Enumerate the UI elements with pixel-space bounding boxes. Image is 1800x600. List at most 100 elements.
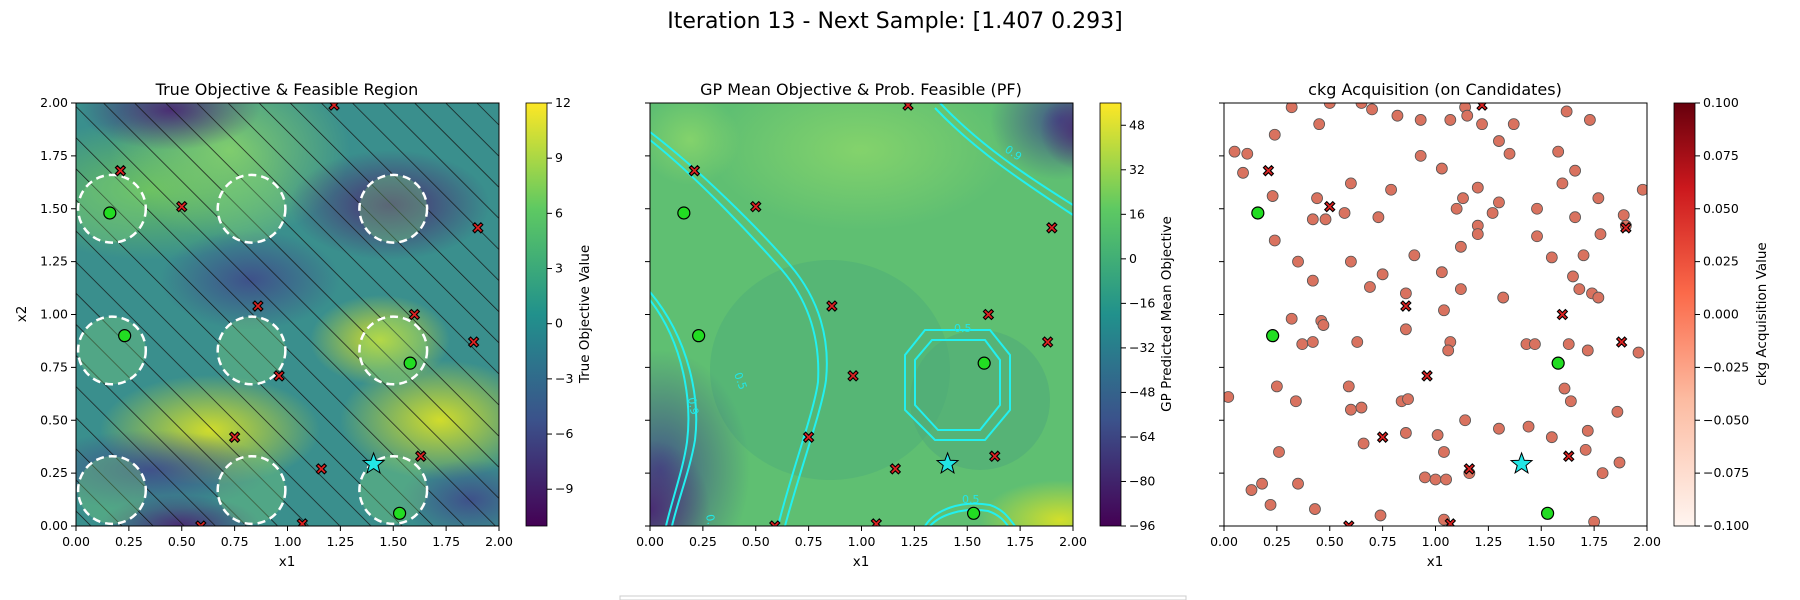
infeasible-sample-point (1323, 200, 1336, 213)
candidate-point (1594, 228, 1607, 241)
colorbar-tick-label: −32 (1129, 340, 1155, 355)
y-tick-label: 1.75 (40, 148, 68, 163)
x-tick-label: 1.00 (1422, 534, 1450, 549)
feasible-sample-point (1251, 206, 1265, 220)
colorbar-tick-label: 9 (555, 150, 563, 165)
x-tick-label: 0.50 (742, 534, 770, 549)
feasible-region-fill (359, 456, 428, 524)
candidate-point (1309, 503, 1321, 515)
figure-title: Iteration 13 - Next Sample: [1.407 0.293… (667, 9, 1123, 34)
colorbar-tick-label: −9 (555, 481, 573, 496)
colorbar-tick-label: 32 (1129, 162, 1145, 177)
infeasible-sample-point (408, 308, 421, 321)
panel-1-ylabel: x2 (14, 306, 30, 323)
candidate-point (1292, 477, 1304, 490)
panel-gp-mean: GP Mean Objective & Prob. Feasible (PF) (636, 80, 1175, 570)
next-sample-star (361, 451, 386, 475)
candidate-point (1438, 304, 1450, 317)
infeasible-sample-point (1620, 222, 1632, 234)
candidate-point (1522, 420, 1535, 433)
candidate-point (1444, 114, 1457, 126)
colorbar-tick-label: 0 (555, 316, 563, 331)
candidate-point (1529, 338, 1541, 351)
candidate-point (1556, 177, 1569, 190)
infeasible-sample-point (175, 200, 188, 213)
infeasible-sample-point (802, 431, 815, 443)
x-tick-label: 1.00 (848, 534, 876, 549)
feasible-sample-point (1266, 329, 1280, 343)
feasible-region-circle (216, 315, 287, 386)
candidate-point (1385, 183, 1397, 196)
feasible-region-circle (358, 173, 429, 244)
candidate-point (1224, 391, 1235, 403)
x-tick-label: 1.75 (1580, 534, 1608, 549)
candidate-point (1237, 166, 1249, 179)
x-tick-label: 0.50 (168, 534, 196, 549)
candidate-point (1507, 118, 1520, 131)
x-tick-label: 1.75 (432, 534, 460, 549)
panel-2-axes: 0.00 0.25 0.50 0.75 1.00 1.25 1.50 1.75 2.00 (636, 102, 1087, 549)
candidate-point (1435, 162, 1448, 175)
candidate-point (1454, 283, 1467, 296)
candidate-point (1345, 177, 1357, 190)
pf-contour-labels: 0.9 0.5 0.9 0.5 0.5 0. (685, 143, 1024, 526)
feasible-region-circle (216, 454, 287, 526)
y-tick-label: 0.00 (40, 518, 68, 533)
candidate-point (1285, 103, 1298, 114)
candidate-point (1552, 145, 1565, 158)
colorbar-tick-label: 3 (555, 261, 563, 276)
colorbar-tick-label: 0 (1129, 251, 1137, 266)
candidate-point (1497, 291, 1510, 304)
colorbar-tick-label: 6 (555, 205, 563, 220)
candidate-point (1493, 196, 1505, 209)
feasible-region-fill (217, 174, 286, 243)
bottom-scrollbar[interactable] (619, 595, 1187, 600)
candidate-point (1577, 249, 1590, 262)
colorbar-tick-label: 0.050 (1703, 201, 1739, 216)
x-tick-label: 1.50 (953, 534, 981, 549)
x-tick-label: 2.00 (485, 534, 513, 549)
candidate-point (1442, 344, 1455, 357)
colorbar-3-label: ckg Acquisition Value (1754, 242, 1770, 385)
feasible-sample-point (977, 356, 991, 370)
candidate-point (1560, 105, 1573, 118)
true-objective-contour-field (76, 103, 499, 526)
infeasible-sample-point (988, 450, 1001, 462)
candidate-point (1245, 484, 1258, 496)
colorbar-tick-label: −64 (1129, 429, 1155, 444)
candidate-point (1611, 405, 1624, 418)
infeasible-sample-point (847, 370, 859, 382)
candidate-point (1581, 344, 1594, 357)
colorbar-tick-label: −48 (1129, 384, 1155, 399)
candidate-point (1592, 192, 1605, 205)
candidate-point (1273, 446, 1285, 458)
infeasible-sample-point (315, 463, 328, 475)
colorbar-1-label: True Objective Value (577, 245, 593, 384)
next-sample-star (935, 451, 960, 475)
feasible-sample-point (403, 356, 417, 370)
feasible-region-circle (76, 454, 148, 526)
candidate-point (1338, 207, 1351, 219)
candidate-point (1292, 255, 1304, 268)
candidate-point (1440, 473, 1452, 486)
panel-3-background (1224, 103, 1647, 526)
candidate-point (1592, 291, 1605, 304)
feasible-sample-point (103, 206, 117, 220)
gp-mean-contour-field (650, 103, 1073, 526)
colorbar-tick-label: −80 (1129, 473, 1155, 488)
infeasible-sample-point (252, 300, 264, 312)
infeasible-sample-point (467, 336, 480, 348)
x-tick-label: 0.00 (1210, 534, 1238, 549)
panel-3-xlabel: x1 (1427, 554, 1444, 570)
candidate-point (1402, 393, 1414, 406)
pf-label: 0.5 (731, 371, 749, 392)
infeasible-sample-point (889, 463, 902, 475)
candidate-point (1429, 473, 1442, 486)
candidate-point (1567, 270, 1579, 283)
x-tick-label: 1.25 (1474, 534, 1502, 549)
candidate-point (1228, 145, 1241, 158)
pf-contour-lines (650, 103, 1073, 526)
panel-1-xlabel: x1 (279, 554, 296, 570)
feasible-region-circle (358, 315, 429, 386)
